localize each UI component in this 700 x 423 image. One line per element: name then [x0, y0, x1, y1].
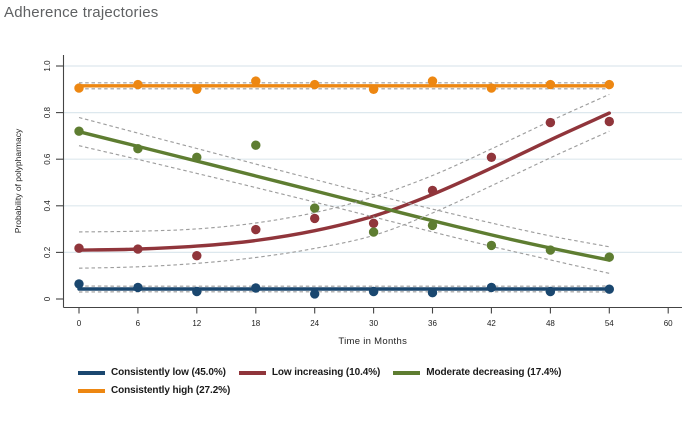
y-tick-label: 0.8 — [43, 106, 52, 118]
legend-item: Low increasing (10.4%) — [238, 367, 381, 378]
legend-swatch — [393, 370, 421, 375]
x-tick-label: 54 — [605, 319, 614, 328]
x-tick-label: 48 — [546, 319, 555, 328]
x-tick-label: 12 — [192, 319, 201, 328]
y-tick-label: 0.6 — [43, 153, 52, 165]
data-point — [486, 152, 497, 162]
ci-upper-series-1 — [78, 93, 610, 233]
data-point — [74, 279, 84, 289]
data-point — [427, 288, 438, 298]
legend-item: Consistently high (27.2%) — [78, 385, 230, 396]
legend-swatch — [78, 388, 105, 393]
data-point — [310, 213, 320, 224]
confidence-intervals — [78, 82, 610, 293]
fit-lines — [77, 84, 611, 291]
axes — [62, 55, 682, 309]
legend-label: Consistently high (27.2%) — [111, 385, 231, 396]
legend-item: Moderate decreasing (17.4%) — [393, 367, 561, 378]
data-point — [486, 282, 497, 293]
data-point — [133, 144, 143, 154]
data-point — [192, 251, 202, 261]
ci-lower-series-2 — [78, 145, 610, 274]
data-point — [74, 126, 84, 136]
legend-item: Consistently low (45.0%) — [78, 367, 226, 378]
legend-label: Low increasing (10.4%) — [271, 367, 381, 378]
x-axis-title: Time in Months — [338, 336, 407, 347]
x-tick-label: 24 — [310, 319, 319, 328]
data-point — [486, 240, 497, 251]
tick-labels: 0 0.2 0.4 0.6 0.8 1.0 0 6 12 18 24 30 36 42 48 54 60 — [43, 60, 673, 328]
data-point — [74, 243, 84, 253]
data-point — [427, 76, 438, 86]
legend-row-2: Consistently high (27.2%) — [78, 385, 561, 396]
data-point — [251, 224, 261, 235]
data-point — [251, 76, 261, 86]
data-point — [427, 185, 438, 196]
fit-line-series-2 — [77, 130, 611, 262]
data-point — [545, 117, 556, 128]
data-point — [192, 286, 202, 297]
data-point — [133, 282, 143, 293]
data-point — [427, 220, 438, 231]
y-tick-label: 0 — [43, 296, 52, 301]
legend-label: Moderate decreasing (17.4%) — [426, 367, 562, 378]
x-tick-label: 30 — [369, 319, 378, 328]
tick-marks — [56, 65, 669, 314]
data-point — [545, 79, 556, 90]
data-point — [368, 218, 379, 228]
data-point — [310, 203, 320, 213]
x-tick-label: 0 — [77, 319, 82, 328]
ci-lower-series-1 — [78, 130, 610, 269]
trajectory-chart: 0 0.2 0.4 0.6 0.8 1.0 0 6 12 18 24 30 36 42 48 54 60 Time… — [13, 55, 682, 347]
y-tick-label: 0.2 — [43, 246, 52, 258]
x-tick-label: 18 — [251, 319, 260, 328]
x-tick-label: 42 — [487, 319, 496, 328]
x-tick-label: 60 — [664, 319, 673, 328]
data-point — [133, 244, 143, 254]
fit-line-series-1 — [77, 111, 611, 252]
data-point — [368, 84, 379, 95]
data-point — [310, 79, 320, 90]
data-point — [251, 283, 261, 293]
data-point — [133, 79, 143, 90]
data-point — [486, 83, 497, 93]
legend-swatch — [238, 370, 266, 375]
data-point — [545, 286, 556, 297]
data-point — [545, 245, 556, 255]
chart-legend: Consistently low (45.0%) Low increasing (… — [78, 367, 561, 396]
data-point — [368, 286, 379, 297]
data-point — [192, 152, 202, 162]
legend-swatch — [78, 370, 105, 375]
legend-label: Consistently low (45.0%) — [111, 367, 226, 378]
data-point — [368, 227, 379, 237]
data-point — [192, 84, 202, 95]
x-tick-label: 36 — [428, 319, 437, 328]
y-tick-label: 0.4 — [43, 200, 52, 212]
page-title: Adherence trajectories — [4, 4, 159, 21]
ci-upper-series-2 — [78, 116, 610, 248]
data-point — [604, 252, 614, 262]
y-tick-label: 1.0 — [43, 60, 52, 72]
data-point — [604, 284, 614, 294]
data-points — [74, 76, 614, 299]
data-point — [604, 79, 614, 90]
data-point — [310, 289, 320, 299]
x-tick-label: 6 — [136, 319, 141, 328]
y-axis-title: Probability of polypharmacy — [13, 128, 23, 233]
legend-row-1: Consistently low (45.0%) Low increasing (… — [78, 367, 561, 378]
data-point — [604, 116, 614, 127]
data-point — [251, 140, 261, 150]
data-point — [74, 83, 84, 93]
